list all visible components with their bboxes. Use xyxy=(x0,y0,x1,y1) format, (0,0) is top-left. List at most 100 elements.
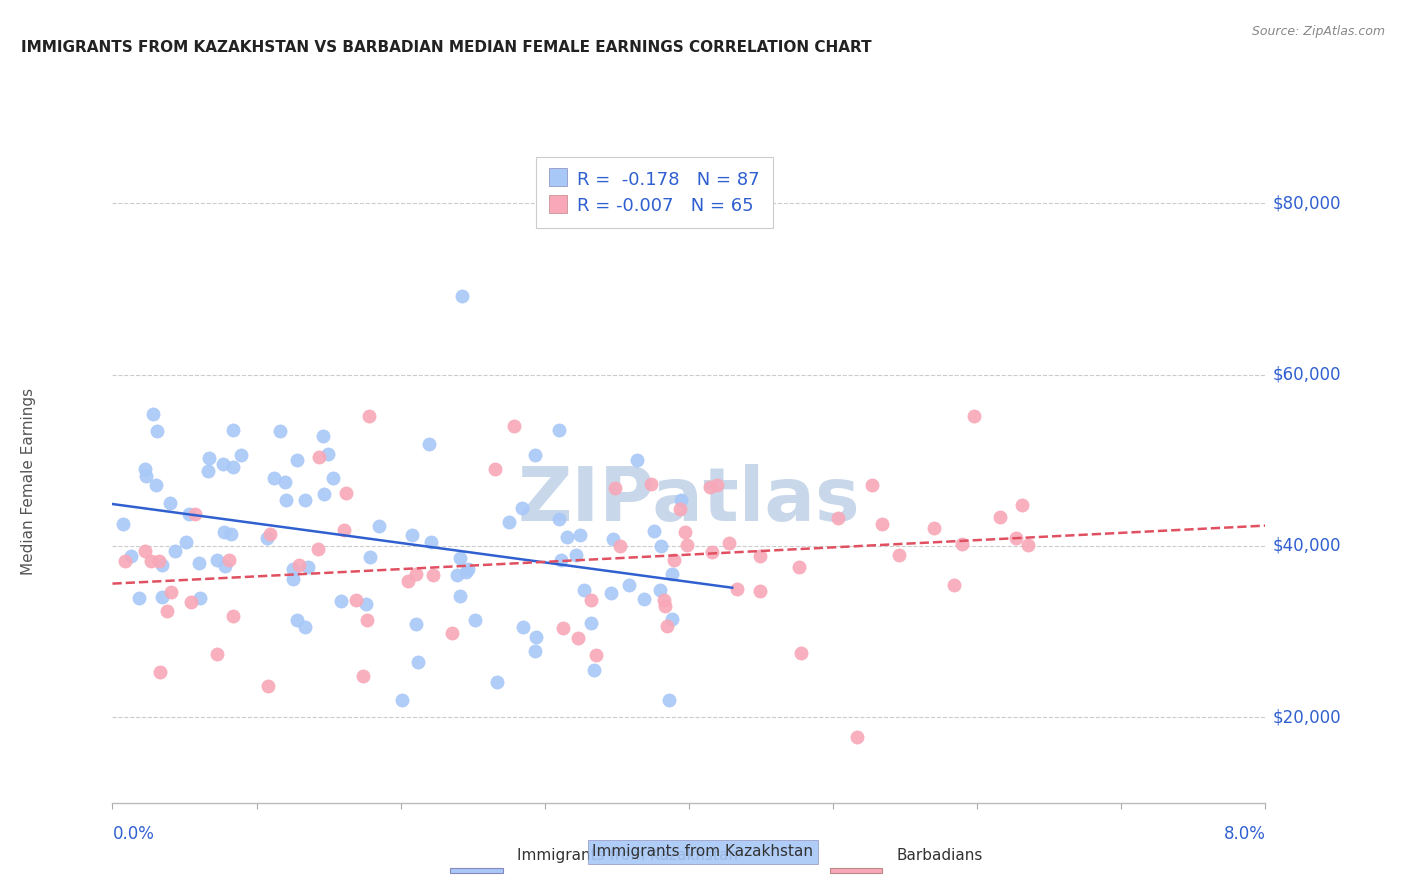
Point xyxy=(145,424,167,438)
Point xyxy=(288,558,311,572)
Point xyxy=(221,608,243,623)
Point xyxy=(142,407,165,421)
Point xyxy=(640,477,662,491)
Point xyxy=(274,492,297,507)
Point xyxy=(454,565,477,579)
Point xyxy=(860,478,883,492)
Point xyxy=(259,527,281,541)
Point xyxy=(450,550,472,565)
Point xyxy=(312,429,335,443)
Point xyxy=(184,507,207,521)
Point xyxy=(585,648,607,662)
Point xyxy=(717,536,740,550)
Point xyxy=(654,599,676,613)
Point xyxy=(789,560,811,574)
Text: Immigrants from Kazakhstan: Immigrants from Kazakhstan xyxy=(592,845,814,859)
Point xyxy=(141,554,163,568)
Point xyxy=(870,516,893,531)
Point xyxy=(582,663,605,677)
Point xyxy=(648,583,671,598)
Point xyxy=(352,668,374,682)
Point xyxy=(485,674,508,689)
Point xyxy=(149,665,172,679)
Point xyxy=(148,554,170,568)
Point xyxy=(197,450,219,465)
Point xyxy=(963,409,986,423)
Point xyxy=(368,519,391,533)
Point xyxy=(134,544,156,558)
Point xyxy=(652,593,675,607)
Point xyxy=(626,452,648,467)
Point xyxy=(405,566,427,581)
Point xyxy=(294,492,316,507)
Point xyxy=(498,515,520,529)
Point xyxy=(312,487,335,501)
Point xyxy=(655,618,678,632)
Point xyxy=(329,594,352,608)
Point xyxy=(609,539,631,553)
Point xyxy=(510,500,533,515)
Point xyxy=(568,528,591,542)
Point xyxy=(207,647,229,661)
Point xyxy=(600,586,623,600)
Point xyxy=(524,630,547,644)
Point xyxy=(214,558,236,573)
Text: Source: ZipAtlas.com: Source: ZipAtlas.com xyxy=(1251,25,1385,38)
Point xyxy=(988,509,1011,524)
Point xyxy=(222,460,245,475)
Text: Immigrants from Kazakhstan: Immigrants from Kazakhstan xyxy=(517,848,738,863)
Point xyxy=(150,558,173,573)
Point xyxy=(174,535,197,549)
Point xyxy=(845,730,868,744)
Text: Median Female Earnings: Median Female Earnings xyxy=(21,388,35,575)
Point xyxy=(451,289,474,303)
Point xyxy=(418,437,440,451)
Point xyxy=(673,524,696,539)
Point xyxy=(256,531,278,545)
Point xyxy=(551,621,574,635)
Point xyxy=(263,471,285,485)
Legend: R =  -0.178   N = 87, R = -0.007   N = 65: R = -0.178 N = 87, R = -0.007 N = 65 xyxy=(536,157,773,228)
Point xyxy=(603,481,626,495)
Point xyxy=(565,549,588,563)
Point xyxy=(128,591,150,605)
Point xyxy=(1004,532,1026,546)
Point xyxy=(523,643,546,657)
Point xyxy=(396,574,419,588)
Point xyxy=(699,479,721,493)
Point xyxy=(159,496,181,510)
Point xyxy=(269,424,291,438)
Point xyxy=(669,502,692,516)
Point xyxy=(354,597,377,611)
Point xyxy=(650,539,672,553)
Point xyxy=(547,512,569,526)
Point xyxy=(134,461,156,475)
Point xyxy=(359,550,381,565)
Point xyxy=(661,612,683,626)
Point xyxy=(602,532,624,546)
Point xyxy=(658,693,681,707)
Point xyxy=(581,593,603,607)
Point xyxy=(419,534,441,549)
Point xyxy=(463,613,485,627)
Point xyxy=(391,693,413,707)
Point xyxy=(661,566,683,581)
Point xyxy=(219,527,242,541)
Point xyxy=(581,616,603,631)
Point xyxy=(405,616,427,631)
Point xyxy=(512,620,534,634)
Bar xyxy=(830,868,883,872)
Point xyxy=(145,478,167,492)
Point xyxy=(111,517,134,532)
Point xyxy=(156,604,179,618)
Point xyxy=(827,510,849,524)
Point xyxy=(294,620,316,634)
Point xyxy=(633,591,655,606)
Point xyxy=(188,557,211,571)
Point xyxy=(502,418,524,433)
Point xyxy=(160,584,183,599)
Point xyxy=(889,548,911,562)
Point xyxy=(197,465,219,479)
Point xyxy=(1017,538,1039,552)
Point xyxy=(229,448,252,462)
